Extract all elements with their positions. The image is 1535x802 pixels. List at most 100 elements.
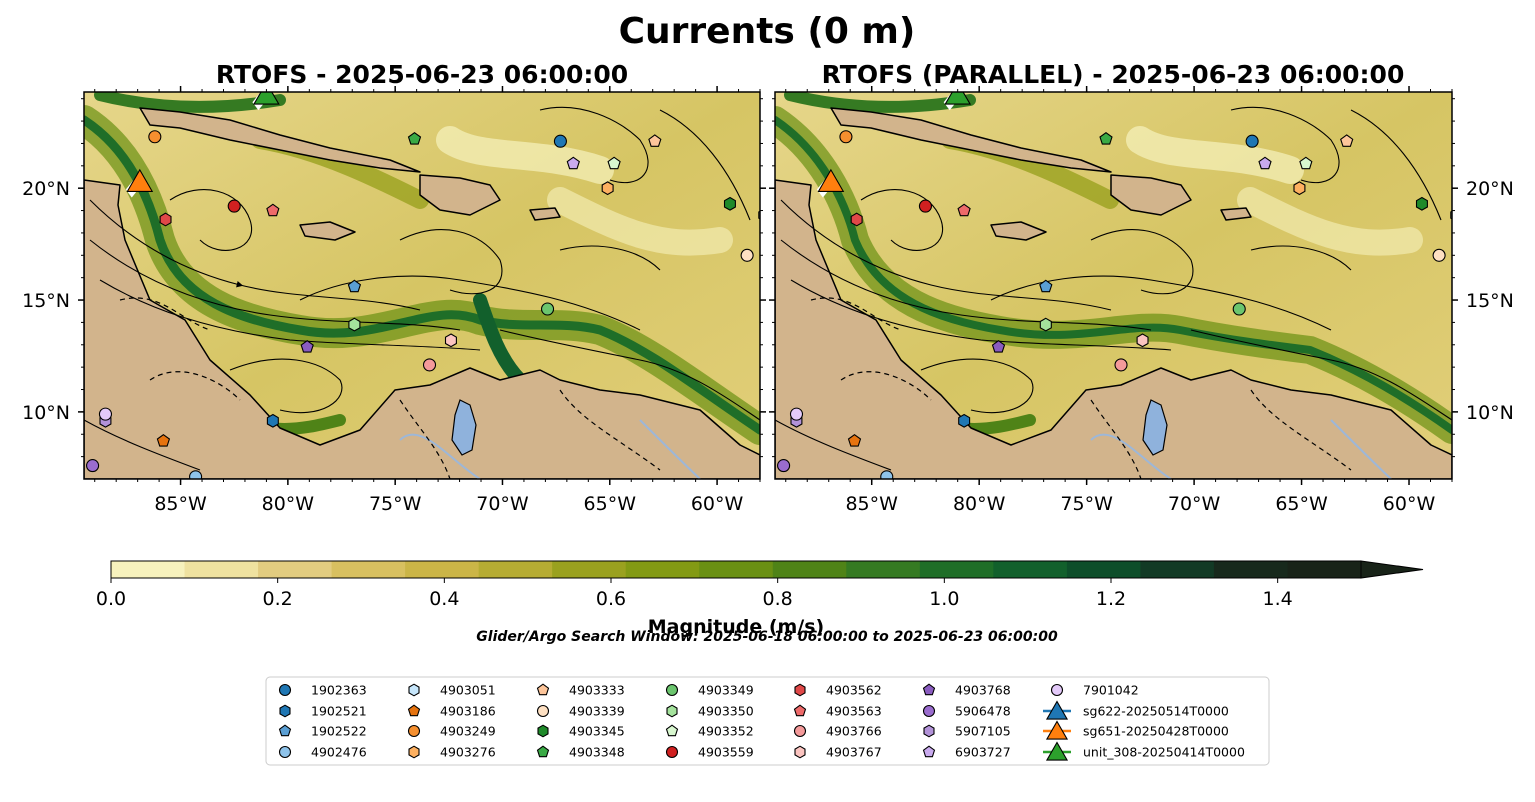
- float-marker-4903349: [1232, 302, 1246, 316]
- colorbar-segment: [846, 561, 921, 578]
- float-marker-4903276: [601, 181, 614, 196]
- legend-label: 4903249: [440, 724, 496, 739]
- float-marker-4903350: [348, 317, 361, 332]
- colorbar-segment: [478, 561, 553, 578]
- float-marker-4903350: [1039, 317, 1052, 332]
- colorbar-segment: [405, 561, 480, 578]
- float-marker-4903345: [723, 196, 736, 211]
- legend-label: 4903186: [440, 704, 496, 719]
- legend-marker-4903276: [408, 745, 420, 759]
- float-marker-6903727: [1258, 156, 1272, 170]
- lat-tick-label: 10°N: [22, 402, 70, 424]
- lon-tick-label: 70°W: [1168, 493, 1221, 515]
- legend-label: 1902521: [311, 704, 367, 719]
- glider-marker-sg651-20250428T0000: [126, 168, 154, 192]
- legend-marker-4903051: [408, 683, 420, 697]
- legend-marker-5906478: [922, 704, 936, 718]
- colorbar-tick-label: 1.4: [1263, 588, 1293, 610]
- colorbar-segment: [1140, 561, 1215, 578]
- glider-marker-sg651-20250428T0000: [817, 168, 845, 192]
- map-frame-right: [774, 91, 1453, 480]
- legend-marker-sg651-20250428T0000: [1045, 720, 1069, 740]
- float-marker-7901042: [98, 407, 113, 421]
- float-marker-4903349: [540, 302, 555, 316]
- float-marker-7901042: [789, 407, 804, 421]
- legend-label: 4903767: [826, 745, 882, 760]
- axis-ticks-right: 85°W 80°W 75°W 70°W 65°W 60°W 20°N 15°N 10°N: [769, 86, 1514, 515]
- panel-title-left: RTOFS - 2025-06-23 06:00:00: [216, 60, 628, 89]
- float-markers-left: [86, 92, 760, 479]
- float-marker-4903559: [227, 199, 241, 213]
- legend-label: 4903051: [440, 683, 496, 698]
- float-marker-4903768: [991, 340, 1006, 353]
- lat-tick-label: 15°N: [1466, 290, 1514, 312]
- borders-left: [119, 297, 661, 479]
- legend-marker-6903727: [922, 745, 936, 758]
- colorbar-frame: [110, 560, 1362, 579]
- legend-label: sg622-20250514T0000: [1083, 704, 1229, 719]
- float-marker-4903768: [300, 340, 314, 353]
- float-marker-4903563: [957, 203, 971, 217]
- legend-label: 4903559: [698, 745, 754, 760]
- legend-label: 5907105: [955, 724, 1011, 739]
- float-marker-1902522: [347, 279, 362, 293]
- legend-label: 4903350: [698, 704, 754, 719]
- legend-label: 4903349: [698, 683, 754, 698]
- colorbar-segment: [111, 561, 186, 578]
- float-marker-4903339: [1432, 248, 1446, 262]
- legend-label: 4903768: [955, 683, 1011, 698]
- borders-right: [810, 297, 1352, 479]
- legend-marker-4903352: [665, 724, 679, 737]
- float-marker-4903339: [740, 248, 754, 262]
- legend-label: 4903276: [440, 745, 496, 760]
- float-marker-4903562: [159, 212, 172, 227]
- legend-marker-4903562: [794, 683, 806, 697]
- lon-tick-label: 65°W: [584, 493, 637, 515]
- legend-marker-4903339: [536, 704, 550, 718]
- lakes-left: [451, 399, 477, 456]
- glider-marker-unit_308-20250414T0000: [253, 92, 280, 105]
- lat-tick-label: 20°N: [22, 178, 70, 200]
- float-marker-4903767: [1136, 333, 1149, 348]
- legend-label: 4902476: [311, 745, 367, 760]
- figure-title: Currents (0 m): [619, 11, 916, 52]
- float-marker-4903249: [839, 130, 853, 144]
- lon-tick-label: 80°W: [953, 493, 1006, 515]
- legend-marker-unit_308-20250414T0000: [1045, 741, 1069, 761]
- colorbar-tick-label: 0.8: [763, 588, 793, 610]
- float-marker-4902476: [880, 470, 894, 479]
- legend-label: 4903562: [826, 683, 882, 698]
- search-window-text: Glider/Argo Search Window: 2025-06-18 06…: [476, 629, 1058, 645]
- colorbar-tick-label: 0.0: [96, 588, 126, 610]
- rivers-right: [1090, 419, 1392, 479]
- lon-tick-label: 70°W: [476, 493, 529, 515]
- float-marker-4903348: [407, 132, 422, 145]
- colorbar-label: Magnitude (m/s): [648, 616, 825, 638]
- lon-tick-label: 65°W: [1275, 493, 1328, 515]
- legend-marker-4903186: [407, 704, 421, 717]
- map-frame-left: [83, 91, 761, 480]
- legend-label: 4903352: [698, 724, 754, 739]
- colorbar-segment: [625, 561, 700, 578]
- colorbar-extend-arrow: [1360, 560, 1424, 579]
- colorbar-segment: [1287, 561, 1362, 578]
- float-marker-4903249: [148, 130, 162, 144]
- streamlines-right: [775, 106, 1452, 471]
- float-marker-4903766: [1114, 358, 1128, 372]
- float-marker-4903186: [156, 434, 171, 447]
- legend-marker-1902363: [278, 683, 292, 697]
- colorbar-segment: [258, 561, 333, 578]
- legend-label: 7901042: [1083, 683, 1139, 698]
- float-marker-4903333: [648, 134, 662, 147]
- land-right: [775, 107, 1452, 479]
- float-marker-4903767: [444, 333, 457, 348]
- legend-label: 1902363: [311, 683, 367, 698]
- colorbar-segment: [184, 561, 259, 578]
- float-marker-4903345: [1415, 196, 1428, 211]
- lakes-right: [1142, 399, 1168, 456]
- colorbar: 0.0 0.2 0.4 0.6 0.8 1.0 1.2 1.4 Magnitude (m/s): [96, 560, 1424, 638]
- colorbar-segment: [331, 561, 406, 578]
- map-panel-right: RTOFS (PARALLEL) - 2025-06-23 06:00:00: [769, 60, 1514, 515]
- lon-tick-label: 85°W: [154, 493, 207, 515]
